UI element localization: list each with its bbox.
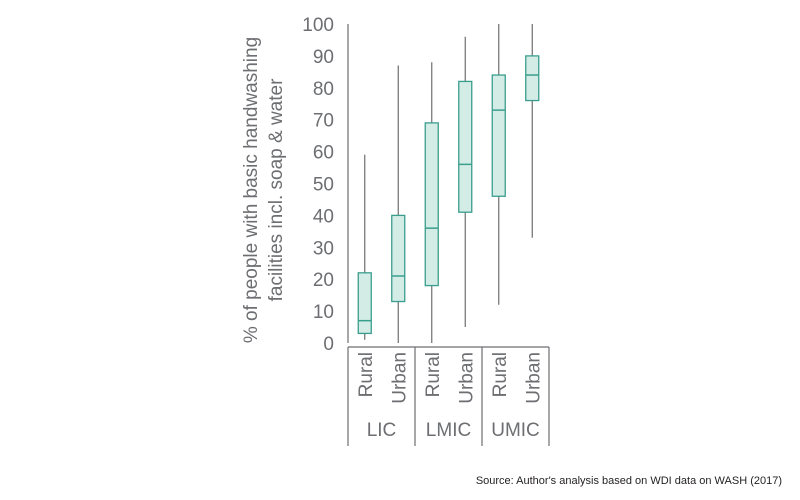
y-tick-label: 0 [323,334,334,355]
y-tick-label: 10 [313,302,334,323]
category-label: Urban [523,352,544,404]
boxes [357,24,540,343]
box-iqr [391,214,406,303]
box-umic-urban [525,24,540,238]
box-iqr [424,122,439,287]
y-tick-label: 20 [313,270,334,291]
group-label: UMIC [491,420,540,441]
box-lmic-urban [458,36,473,328]
y-tick-label: 80 [313,79,334,100]
y-tick-label: 100 [302,15,334,36]
y-axis-label-line-2: facilities incl. soap & water [266,78,287,301]
source-note: Source: Author's analysis based on WDI d… [476,475,782,487]
y-tick-label: 50 [313,175,334,196]
y-tick-label: 30 [313,238,334,259]
box-iqr [525,55,540,102]
x-axis: Rural Urban LIC Rural Urban LMIC Rural Urban UMI… [347,24,550,446]
box-umic-rural [491,24,506,305]
box-lmic-rural [424,62,439,343]
box-iqr [357,272,372,335]
group-label: LIC [367,420,397,441]
category-label: Urban [456,352,477,404]
category-label: Rural [423,352,444,397]
y-axis-label: % of people with basic handwashing facil… [241,37,287,343]
box-lic-rural [357,154,372,340]
category-label: Rural [356,352,377,397]
y-axis-label-line-1: % of people with basic handwashing [241,37,262,343]
group-label: LMIC [426,420,471,441]
category-label: Urban [389,352,410,404]
y-axis-ticks: 0 10 20 30 40 50 60 70 80 90 100 [302,15,334,355]
box-iqr [458,80,473,213]
box-iqr [491,74,506,197]
category-label: Rural [490,352,511,397]
y-tick-label: 40 [313,206,334,227]
y-tick-label: 60 [313,143,334,164]
y-tick-label: 70 [313,111,334,132]
y-tick-label: 90 [313,47,334,68]
box-lic-urban [391,65,406,343]
